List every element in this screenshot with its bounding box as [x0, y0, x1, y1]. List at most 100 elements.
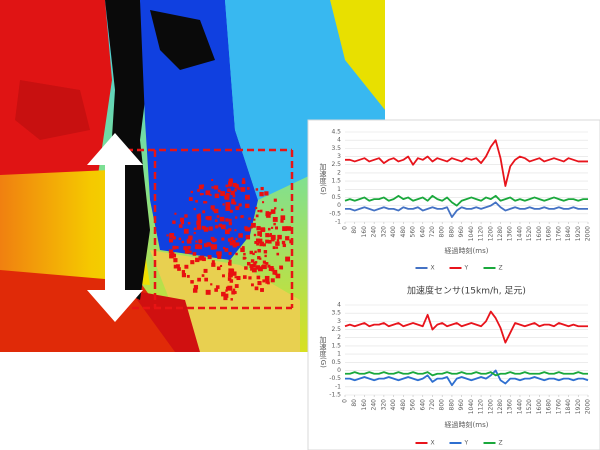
red-dot	[230, 237, 234, 241]
red-dot	[257, 209, 260, 213]
red-dot	[252, 267, 257, 273]
red-dot	[263, 250, 268, 254]
red-dot	[229, 279, 234, 283]
red-dot	[204, 201, 208, 204]
red-dot	[268, 266, 274, 271]
red-dot	[264, 191, 269, 196]
red-dot	[221, 274, 225, 278]
red-dot	[221, 291, 226, 297]
red-dot	[276, 239, 280, 242]
red-dot	[173, 264, 178, 269]
red-dot	[180, 221, 185, 225]
red-dot	[257, 266, 263, 272]
red-dot	[215, 225, 219, 229]
red-dot	[207, 216, 212, 221]
red-dot	[262, 201, 265, 204]
red-region	[130, 290, 200, 352]
y-tick-label: 1.5	[331, 178, 341, 185]
red-dot	[196, 220, 201, 226]
x-tick-label: 1360	[507, 226, 514, 241]
y-tick-label: 0	[337, 202, 341, 209]
red-dot	[250, 283, 254, 287]
legend-label: Y	[464, 440, 469, 447]
red-dot	[216, 251, 220, 255]
red-dot	[231, 198, 235, 203]
red-dot	[272, 246, 276, 250]
red-dot	[249, 250, 254, 255]
red-dot	[219, 216, 225, 222]
red-dot	[235, 242, 240, 247]
y-tick-label: 4.5	[331, 129, 341, 136]
red-dot	[246, 261, 251, 266]
red-dot	[168, 238, 174, 243]
red-dot	[285, 236, 290, 241]
red-dot	[188, 250, 192, 254]
red-dot	[221, 224, 226, 230]
red-dot	[250, 267, 253, 271]
red-dot	[276, 252, 280, 256]
y-tick-label: 3.5	[331, 145, 341, 152]
red-dot	[230, 190, 235, 196]
red-dot	[256, 275, 261, 280]
x-tick-label: 2000	[585, 226, 592, 241]
red-dot	[211, 262, 216, 267]
x-tick-label: 880	[448, 399, 455, 411]
red-dot	[245, 234, 251, 240]
x-tick-label: 1680	[546, 226, 553, 241]
red-dot	[181, 270, 186, 274]
x-tick-label: 1680	[546, 399, 553, 414]
red-dot	[273, 198, 277, 202]
red-dot	[214, 288, 218, 292]
red-dot	[228, 251, 232, 256]
red-dot	[260, 186, 264, 191]
red-dot	[259, 209, 263, 213]
red-dot	[225, 206, 231, 211]
red-dot	[202, 257, 206, 262]
red-dot	[197, 218, 202, 223]
red-dot	[254, 250, 257, 254]
red-dot	[174, 212, 177, 215]
red-dot	[255, 188, 259, 191]
red-dot	[175, 246, 179, 249]
red-dot	[193, 231, 196, 235]
red-dot	[198, 213, 201, 216]
red-dot	[184, 214, 188, 218]
red-dot	[177, 267, 181, 271]
x-tick-label: 1040	[468, 399, 475, 414]
red-dot	[282, 243, 285, 246]
legend-label: Z	[499, 265, 503, 272]
red-dot	[212, 244, 218, 250]
red-dot	[172, 253, 177, 258]
red-dot	[224, 194, 230, 200]
red-dot	[257, 238, 263, 244]
red-dot	[248, 276, 252, 280]
x-tick-label: 640	[419, 399, 426, 411]
red-dot	[244, 266, 248, 270]
x-tick-label: 1200	[487, 226, 494, 241]
red-dot	[259, 191, 264, 197]
red-dot	[234, 242, 237, 246]
red-dot	[218, 223, 223, 228]
red-dot	[208, 226, 213, 231]
red-dot	[242, 246, 245, 249]
red-dot	[265, 233, 270, 238]
red-dot	[188, 235, 193, 240]
red-dot	[267, 227, 271, 231]
red-dot	[267, 239, 272, 244]
x-tick-label: 1440	[516, 226, 523, 241]
red-dot	[181, 273, 187, 278]
red-dot	[257, 281, 262, 286]
y-tick-label: 0	[337, 367, 341, 374]
red-dot	[240, 247, 245, 253]
red-dot	[215, 285, 220, 289]
red-dot	[264, 254, 267, 258]
red-dot	[228, 259, 232, 263]
red-dot	[214, 219, 218, 222]
red-dot	[259, 257, 262, 260]
red-dot	[281, 240, 286, 245]
red-dot	[235, 216, 238, 219]
red-dot	[264, 261, 267, 265]
y-tick-label: 1	[337, 351, 341, 358]
dashed-frame	[110, 148, 294, 310]
